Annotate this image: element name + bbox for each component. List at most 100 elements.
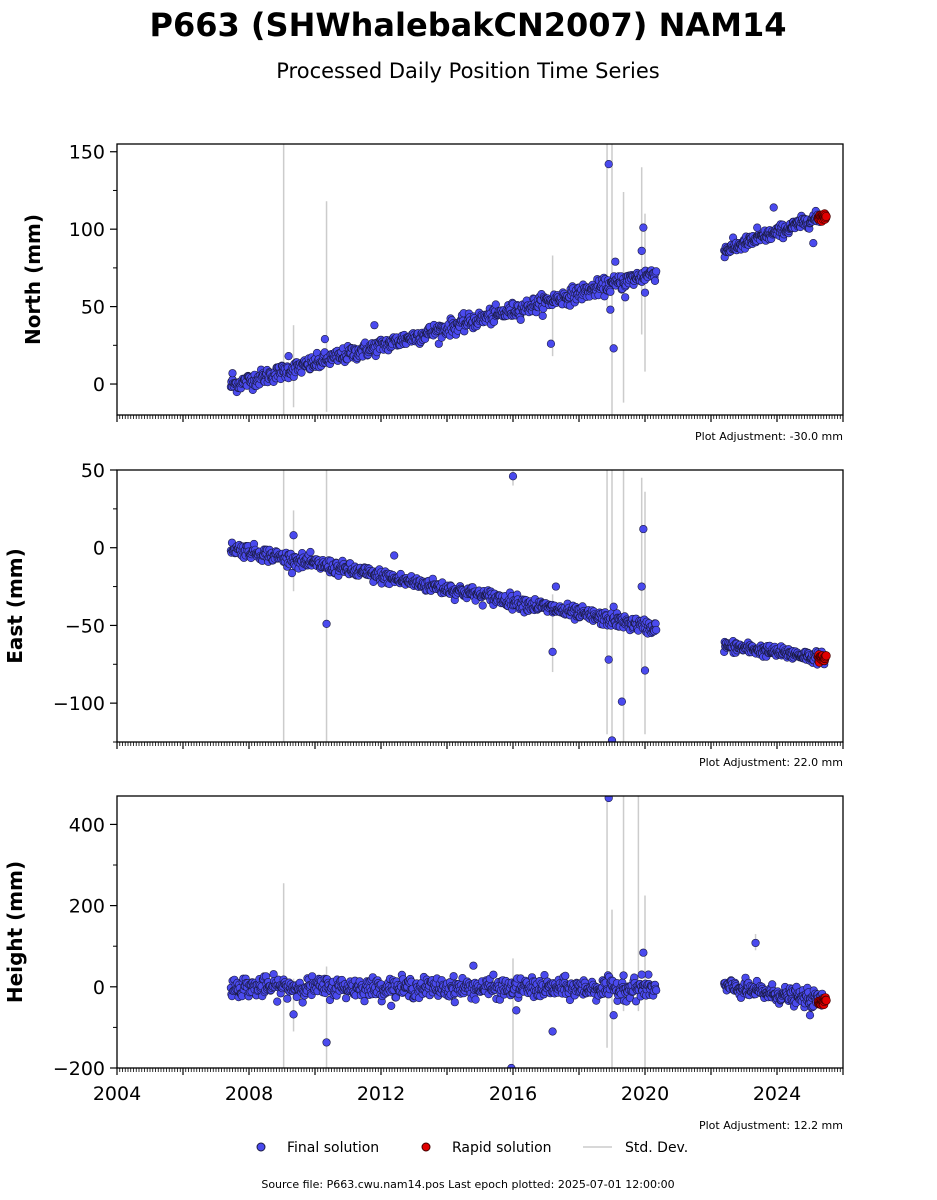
plot-area bbox=[226, 470, 831, 742]
y-tick-label: 50 bbox=[81, 297, 105, 319]
final-point-outlier bbox=[370, 321, 379, 330]
legend: Final solution Rapid solution Std. Dev. bbox=[256, 1140, 688, 1156]
final-point bbox=[516, 315, 525, 324]
plot-area bbox=[226, 796, 831, 1068]
final-point bbox=[478, 601, 487, 610]
x-tick-label: 2004 bbox=[93, 1083, 141, 1105]
final-point-outlier bbox=[639, 524, 648, 534]
final-point bbox=[450, 998, 459, 1007]
y-tick-label: 50 bbox=[81, 460, 105, 482]
y-tick-label: 0 bbox=[93, 374, 105, 396]
final-point bbox=[287, 568, 297, 578]
final-point-outlier bbox=[289, 1010, 298, 1019]
final-point-outlier bbox=[621, 293, 630, 302]
final-point bbox=[306, 547, 315, 557]
final-point-outlier bbox=[551, 582, 561, 591]
plot-adjustment-label: Plot Adjustment: 22.0 mm bbox=[699, 756, 843, 769]
legend-final-label: Final solution bbox=[287, 1140, 379, 1156]
legend-rapid-marker bbox=[421, 1142, 431, 1152]
x-tick-label: 2012 bbox=[357, 1083, 405, 1105]
final-point bbox=[650, 276, 660, 286]
y-tick-label: 0 bbox=[93, 977, 105, 999]
y-tick-label: −50 bbox=[65, 615, 105, 637]
final-point-outlier bbox=[606, 305, 615, 314]
final-point bbox=[561, 971, 570, 980]
final-point-outlier bbox=[637, 970, 646, 979]
y-tick-label: −200 bbox=[53, 1058, 105, 1080]
panels: 0 50 100 150 North (mm) Plot Adjustment: -30.… bbox=[3, 142, 844, 1132]
panel-north: 0 50 100 150 North (mm) Plot Adjustment: -30.… bbox=[21, 142, 844, 443]
final-point-outlier bbox=[639, 948, 648, 957]
final-point-outlier bbox=[769, 203, 778, 212]
y-tick-label: 100 bbox=[69, 219, 105, 241]
final-point-outlier bbox=[809, 239, 818, 248]
final-point bbox=[538, 311, 547, 321]
y-axis-label: Height (mm) bbox=[3, 861, 27, 1003]
y-tick-label: 0 bbox=[93, 538, 105, 560]
legend-rapid-label: Rapid solution bbox=[452, 1140, 552, 1156]
final-point bbox=[606, 287, 615, 296]
final-point-outlier bbox=[548, 647, 557, 656]
final-point bbox=[449, 972, 458, 981]
final-point-outlier bbox=[604, 796, 613, 803]
x-tick-label: 2020 bbox=[621, 1083, 669, 1105]
final-point-outlier bbox=[619, 971, 628, 980]
final-point bbox=[387, 1001, 396, 1011]
source-line: Source file: P663.cwu.nam14.pos Last epo… bbox=[261, 1178, 674, 1191]
final-point bbox=[652, 267, 661, 276]
final-point bbox=[652, 986, 661, 995]
final-point-outlier bbox=[322, 1038, 331, 1047]
x-tick-label: 2024 bbox=[753, 1083, 801, 1105]
final-point-outlier bbox=[320, 335, 330, 344]
legend-stddev-label: Std. Dev. bbox=[625, 1140, 688, 1156]
chart-subtitle: Processed Daily Position Time Series bbox=[276, 59, 660, 83]
final-point bbox=[298, 998, 307, 1007]
final-point-outlier bbox=[512, 1006, 521, 1015]
final-point-outlier bbox=[228, 369, 237, 378]
x-tick-label: 2016 bbox=[489, 1083, 537, 1105]
y-tick-label: 150 bbox=[69, 142, 105, 164]
final-point-outlier bbox=[751, 938, 760, 948]
final-point-outlier bbox=[469, 961, 478, 970]
rapid-point bbox=[821, 651, 831, 661]
final-point-outlier bbox=[611, 257, 620, 266]
final-point-outlier bbox=[390, 551, 399, 560]
rapid-point bbox=[821, 995, 831, 1005]
final-point-outlier bbox=[609, 344, 618, 353]
final-point bbox=[471, 995, 480, 1004]
final-point bbox=[297, 368, 306, 377]
y-tick-label: 200 bbox=[69, 896, 105, 918]
final-point-outlier bbox=[617, 697, 627, 706]
final-point-outlier bbox=[640, 666, 650, 675]
y-tick-label: 400 bbox=[69, 814, 105, 836]
panel-east: −100 −50 0 50 East (mm) Plot Adjustment: 22.0… bbox=[3, 460, 844, 769]
y-tick-label: −100 bbox=[53, 693, 105, 715]
final-point bbox=[489, 970, 498, 979]
final-point bbox=[273, 997, 282, 1006]
x-tick-label: 2008 bbox=[225, 1083, 273, 1105]
final-point-outlier bbox=[289, 531, 298, 540]
y-axis-label: East (mm) bbox=[3, 548, 27, 664]
chart-title: P663 (SHWhalebakCN2007) NAM14 bbox=[150, 6, 787, 44]
final-point-outlier bbox=[753, 223, 762, 232]
final-point bbox=[652, 625, 661, 635]
final-point-outlier bbox=[609, 1011, 618, 1020]
final-point-outlier bbox=[548, 1027, 557, 1036]
final-point bbox=[631, 997, 641, 1006]
panel-height: −200 0 200 400 2004 2008 2012 2016 2020 2024 Heigh… bbox=[3, 795, 844, 1132]
final-point-outlier bbox=[508, 472, 518, 481]
plot-adjustment-label: Plot Adjustment: 12.2 mm bbox=[699, 1119, 843, 1132]
final-point-outlier bbox=[604, 655, 613, 664]
final-point bbox=[342, 994, 351, 1003]
final-point-outlier bbox=[607, 736, 617, 742]
final-point-outlier bbox=[609, 602, 618, 611]
final-point-outlier bbox=[322, 619, 331, 628]
final-point-outlier bbox=[639, 223, 648, 232]
y-axis-label: North (mm) bbox=[21, 214, 45, 345]
rapid-point bbox=[821, 212, 831, 222]
plot-adjustment-label: Plot Adjustment: -30.0 mm bbox=[695, 430, 843, 443]
final-point-outlier bbox=[637, 246, 646, 255]
final-point bbox=[283, 994, 292, 1003]
final-point-outlier bbox=[640, 288, 650, 297]
